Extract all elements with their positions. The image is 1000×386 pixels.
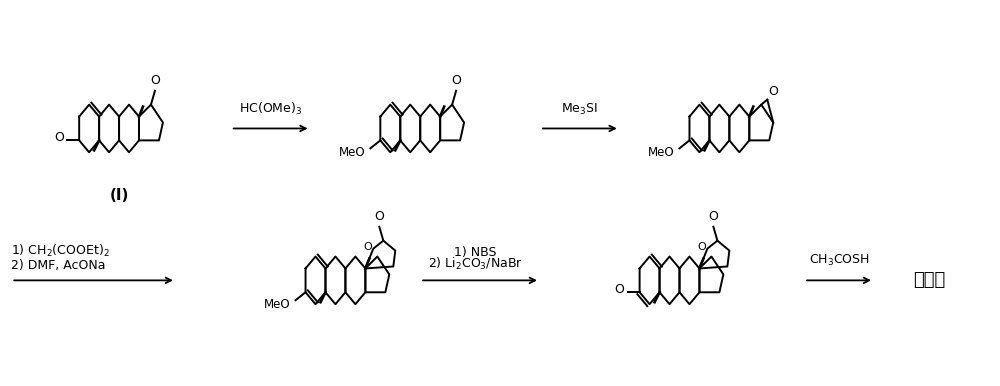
Text: 1) CH$_2$(COOEt)$_2$: 1) CH$_2$(COOEt)$_2$ xyxy=(11,242,110,259)
Text: Me$_3$SI: Me$_3$SI xyxy=(561,102,598,117)
Text: (I): (I) xyxy=(109,188,129,203)
Text: MeO: MeO xyxy=(264,298,291,311)
Text: MeO: MeO xyxy=(648,146,675,159)
Text: CH$_3$COSH: CH$_3$COSH xyxy=(809,253,869,268)
Text: O: O xyxy=(697,242,706,252)
Text: O: O xyxy=(615,283,625,296)
Text: HC(OMe)$_3$: HC(OMe)$_3$ xyxy=(239,100,302,117)
Text: 螺内酯: 螺内酯 xyxy=(913,271,945,290)
Text: O: O xyxy=(150,74,160,87)
Text: O: O xyxy=(54,131,64,144)
Text: MeO: MeO xyxy=(339,146,366,159)
Text: O: O xyxy=(374,210,384,223)
Text: 2) DMF, AcONa: 2) DMF, AcONa xyxy=(11,259,106,273)
Text: 1) NBS: 1) NBS xyxy=(454,245,496,259)
Text: O: O xyxy=(768,85,778,98)
Text: O: O xyxy=(363,242,372,252)
Text: O: O xyxy=(451,74,461,87)
Text: O: O xyxy=(708,210,718,223)
Text: 2) Li$_2$CO$_3$/NaBr: 2) Li$_2$CO$_3$/NaBr xyxy=(428,256,523,273)
